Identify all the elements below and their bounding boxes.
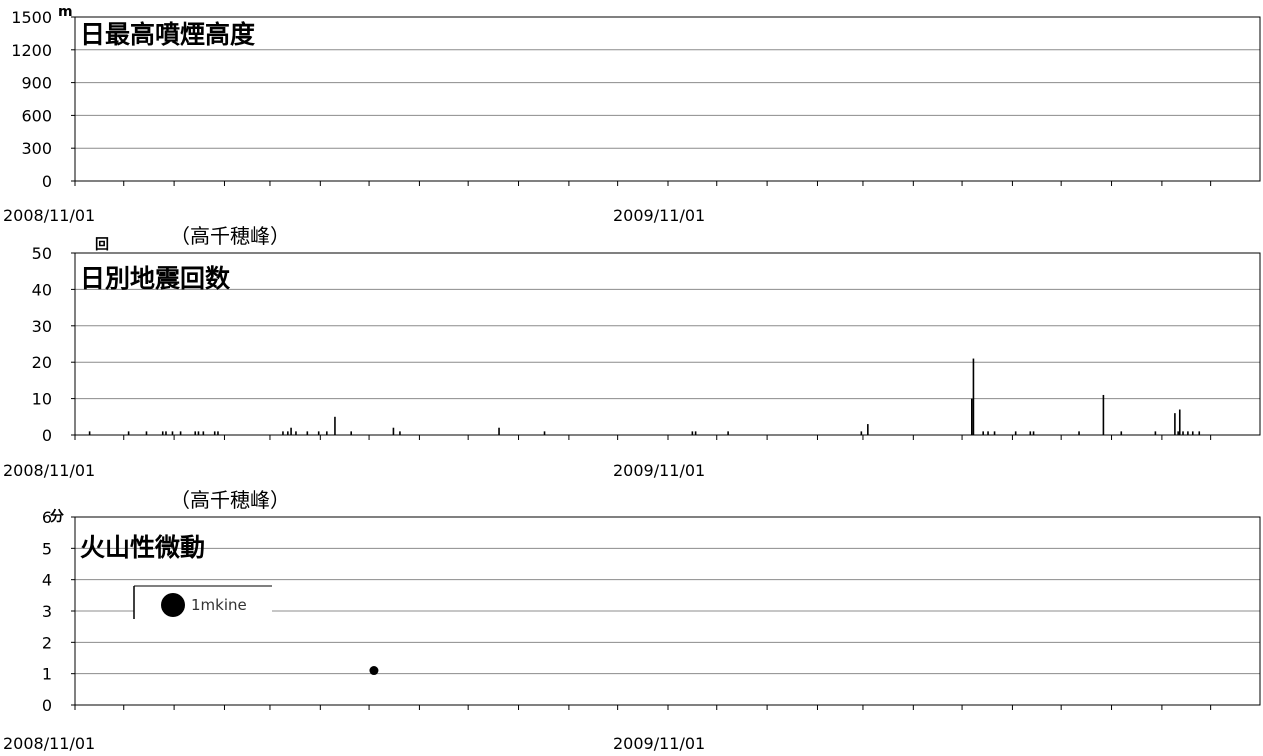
y-tick-label: 1200	[11, 41, 52, 60]
plot-area	[74, 252, 1261, 436]
y-tick-label: 20	[32, 353, 52, 372]
x-tick-label: 2008/11/01	[3, 461, 95, 480]
data-point	[369, 666, 379, 676]
x-tick-label: 2009/11/01	[613, 206, 705, 225]
x-tick-label: 2008/11/01	[3, 206, 95, 225]
y-tick-label: 600	[21, 106, 52, 125]
chart-title: 日最高噴煙高度	[80, 20, 255, 49]
y-tick-label: 10	[32, 390, 52, 409]
y-tick-label: 6	[42, 508, 52, 527]
y-tick-label: 900	[21, 74, 52, 93]
x-tick-label: 2009/11/01	[613, 734, 705, 753]
x-tick-label: 2008/11/01	[3, 734, 95, 753]
axis-unit-label: 回	[95, 237, 109, 253]
y-tick-label: 2	[42, 633, 52, 652]
y-tick-label: 5	[42, 539, 52, 558]
y-tick-label: 3	[42, 602, 52, 621]
legend-label: 1mkine	[191, 596, 247, 614]
legend-marker	[161, 593, 185, 617]
axis-unit-label: m	[58, 4, 73, 20]
y-tick-label: 30	[32, 317, 52, 336]
y-tick-label: 300	[21, 139, 52, 158]
chart-title: 日別地震回数	[80, 264, 231, 293]
chart-title: 火山性微動	[80, 533, 205, 562]
axis-unit-label: 分	[50, 509, 64, 525]
chart-subtitle: （高千穂峰）	[170, 224, 290, 248]
y-tick-label: 0	[42, 426, 52, 445]
legend-box	[134, 586, 272, 619]
y-tick-label: 1500	[11, 8, 52, 27]
legend: 1mkine	[133, 585, 272, 619]
y-tick-label: 50	[32, 244, 52, 263]
y-tick-label: 1	[42, 665, 52, 684]
y-tick-label: 40	[32, 280, 52, 299]
y-tick-label: 0	[42, 172, 52, 191]
y-tick-label: 4	[42, 571, 52, 590]
y-tick-label: 0	[42, 696, 52, 715]
chart-subtitle: （高千穂峰）	[170, 488, 290, 512]
x-tick-label: 2009/11/01	[613, 461, 705, 480]
